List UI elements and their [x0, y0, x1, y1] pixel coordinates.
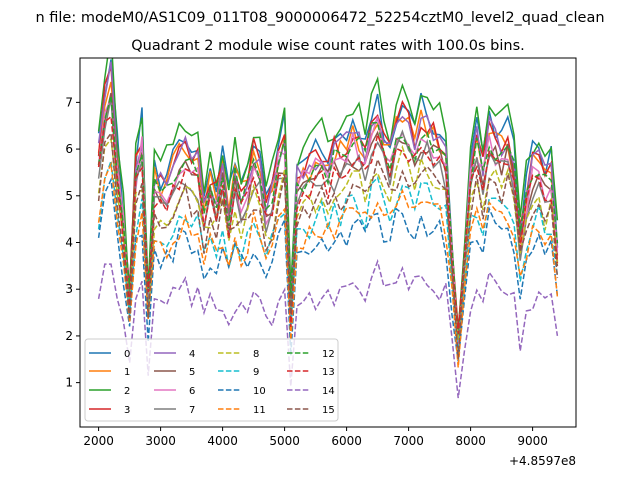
series-line-13 — [97, 115, 559, 334]
legend-label-8: 8 — [253, 349, 259, 360]
legend-label-3: 3 — [124, 405, 130, 416]
legend-label-4: 4 — [189, 349, 195, 360]
y-tick-label: 7 — [65, 95, 73, 109]
y-tick-label: 5 — [65, 189, 73, 203]
legend-label-15: 15 — [322, 405, 335, 416]
chart-title: Quadrant 2 module wise count rates with … — [131, 38, 525, 54]
legend-label-6: 6 — [189, 386, 195, 397]
y-tick-label: 4 — [65, 236, 73, 250]
y-tick-label: 3 — [65, 282, 73, 296]
series-line-2 — [97, 58, 559, 332]
x-tick-label: 2000 — [83, 434, 114, 448]
legend-label-13: 13 — [322, 367, 335, 378]
y-tick-label: 1 — [65, 376, 73, 390]
x-tick-label: 6000 — [331, 434, 362, 448]
x-tick-label: 7000 — [393, 434, 424, 448]
x-tick-label: 5000 — [269, 434, 300, 448]
legend-label-2: 2 — [124, 386, 130, 397]
series-line-5 — [97, 92, 559, 346]
series-line-12 — [97, 95, 559, 335]
legend-label-9: 9 — [253, 367, 259, 378]
legend-label-5: 5 — [189, 367, 195, 378]
legend-label-1: 1 — [124, 367, 130, 378]
series-line-3 — [97, 66, 559, 330]
x-axis: 2000 3000 4000 5000 6000 7000 8000 9000 — [83, 427, 548, 448]
series-line-15 — [97, 131, 559, 359]
series-line-6 — [97, 96, 559, 345]
series-line-9 — [97, 160, 559, 354]
legend-label-10: 10 — [253, 386, 266, 397]
legend-label-12: 12 — [322, 349, 335, 360]
y-axis: 1 2 3 4 5 6 7 — [65, 95, 80, 390]
legend-label-0: 0 — [124, 349, 130, 360]
x-tick-label: 4000 — [207, 434, 238, 448]
legend-label-11: 11 — [253, 405, 266, 416]
legend-label-14: 14 — [322, 386, 335, 397]
legend-label-7: 7 — [189, 405, 195, 416]
series-line-14 — [97, 258, 559, 399]
series-line-11 — [97, 160, 559, 368]
series-layer — [97, 58, 559, 399]
x-tick-label: 3000 — [145, 434, 176, 448]
x-offset-label: +4.8597e8 — [509, 454, 576, 468]
y-tick-label: 6 — [65, 142, 73, 156]
x-tick-label: 8000 — [455, 434, 486, 448]
legend-box — [84, 338, 339, 422]
x-tick-label: 9000 — [517, 434, 548, 448]
figure-suptitle: n file: modeM0/AS1C09_011T08_9000006472_… — [35, 10, 604, 26]
series-line-10 — [97, 177, 559, 362]
plot-area — [97, 58, 559, 399]
y-tick-label: 2 — [65, 329, 73, 343]
series-line-7 — [97, 97, 559, 340]
